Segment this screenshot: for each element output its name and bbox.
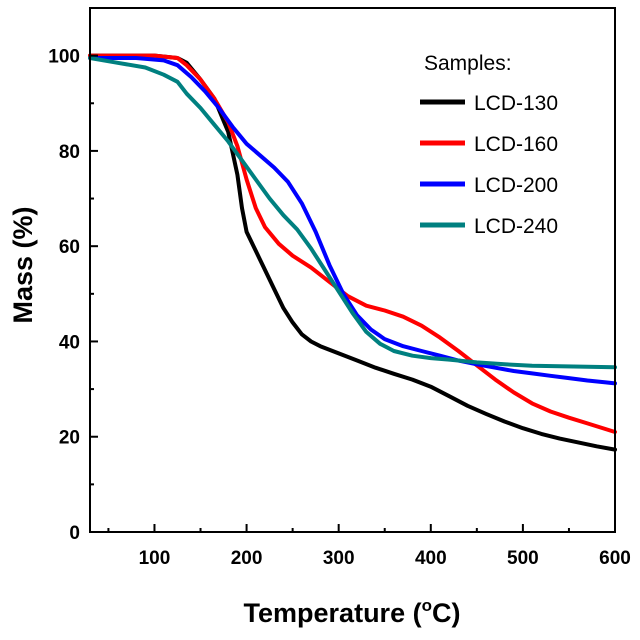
- y-tick-label: 60: [59, 237, 80, 258]
- y-tick-label: 40: [59, 332, 80, 353]
- plot-frame: [89, 7, 616, 533]
- legend-label-lcd-160: LCD-160: [474, 133, 558, 156]
- y-tick-label: 0: [69, 523, 80, 544]
- x-tick-label: 400: [415, 548, 447, 569]
- x-tick-label: 300: [323, 548, 355, 569]
- y-axis-title: Mass (%): [8, 206, 38, 323]
- y-tick-label: 80: [59, 142, 80, 163]
- x-tick-label: 600: [599, 548, 631, 569]
- x-tick-label: 200: [231, 548, 263, 569]
- y-tick-label: 20: [59, 428, 80, 449]
- series-line-lcd-160: [88, 53, 617, 434]
- legend: Samples: LCD-130 LCD-160 LCD-200 LCD-240: [420, 52, 558, 238]
- x-axis-title: Temperature (oC): [244, 596, 461, 628]
- legend-label-lcd-130: LCD-130: [474, 92, 558, 115]
- x-axis-title-main: Temperature (: [244, 598, 422, 628]
- y-tick-label: 100: [48, 47, 80, 68]
- x-axis-title-sup: o: [422, 596, 432, 615]
- series-line-lcd-130: [88, 53, 617, 452]
- legend-title: Samples:: [424, 52, 512, 75]
- series-line-lcd-240: [88, 56, 617, 370]
- series-line-lcd-200: [88, 56, 617, 386]
- x-tick-label: 500: [507, 548, 539, 569]
- axis-ticks: 100 200 300 400 500 600 0 20 40 60 80 100: [48, 47, 631, 569]
- x-axis-title-unit: C): [432, 598, 461, 628]
- x-tick-label: 100: [139, 548, 171, 569]
- legend-label-lcd-200: LCD-200: [474, 174, 558, 197]
- legend-label-lcd-240: LCD-240: [474, 215, 558, 238]
- series-lines: [88, 53, 617, 452]
